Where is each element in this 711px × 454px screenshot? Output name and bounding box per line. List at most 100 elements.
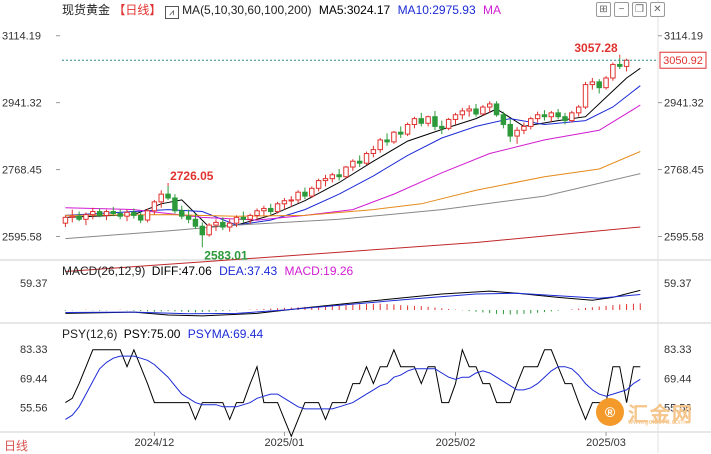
symbol-name: 现货黄金 <box>62 3 111 17</box>
candle-body <box>124 211 130 217</box>
period-tag[interactable]: 【日线】 <box>113 3 162 17</box>
candle-body <box>623 59 630 67</box>
psy-panel <box>65 348 641 438</box>
candle-body <box>370 149 377 154</box>
candle-body <box>562 116 568 122</box>
candle-body <box>404 123 411 135</box>
candle-body <box>254 210 260 216</box>
price-annotation: 2583.01 <box>204 248 248 262</box>
candle-body <box>528 118 534 127</box>
macd-panel <box>64 289 641 317</box>
candle-body <box>302 191 308 197</box>
psy-tick-label-right: 55.56 <box>664 403 692 415</box>
candle-body <box>62 216 69 224</box>
logo-url: www.gold678.com <box>628 419 685 426</box>
main-legend: 现货黄金 【日线】 ⩘ MA(5,10,30,60,100,200) MA5:3… <box>62 3 501 19</box>
ma30-value: MA <box>482 3 501 17</box>
psy-tick-label-left: 55.56 <box>20 403 48 415</box>
candle-body <box>233 216 240 224</box>
candle-body <box>439 125 445 129</box>
psy-tick-label-right: 83.33 <box>664 344 692 356</box>
candle-body <box>274 203 281 213</box>
candle-body <box>432 116 438 127</box>
candle-body <box>165 193 171 199</box>
candle-body <box>96 211 103 216</box>
candle-body <box>103 211 110 216</box>
ma-line-ma60 <box>65 151 641 217</box>
candle-body <box>363 152 370 164</box>
candle-body <box>486 103 493 108</box>
candle-body <box>452 114 459 120</box>
candle-body <box>507 123 513 137</box>
candle-body <box>151 201 158 212</box>
candle-body <box>158 193 164 203</box>
candle-body <box>575 106 582 114</box>
candle-body <box>411 118 418 125</box>
axis-labels: 3114.19 3114.19 2941.32 2941.32 2768.45 2768.… <box>2 31 704 449</box>
candle-body <box>90 211 96 216</box>
logo-name: 汇金网 <box>628 404 694 426</box>
candle-body <box>309 187 315 197</box>
candle-body <box>226 222 233 228</box>
ma5-value: MA5:3024.17 <box>318 3 391 17</box>
macd-dea-line <box>65 292 641 315</box>
ma-line-ma200 <box>65 226 641 272</box>
candle-body <box>473 108 479 115</box>
candle-body <box>117 212 123 217</box>
candle-body <box>315 180 322 189</box>
macd-diff-value: DIFF:47.06 <box>151 264 212 278</box>
price-annotations: 3050.92 3057.28 2726.05 2583.01 <box>62 41 707 262</box>
ma-line-ma10 <box>65 85 641 226</box>
candle-body <box>185 215 192 220</box>
candle-body <box>206 224 212 236</box>
macd-dea-value: DEA:37.43 <box>219 264 278 278</box>
restore-icon[interactable]: ❐ <box>632 2 647 17</box>
psyma-value: PSYMA:69.44 <box>187 327 264 341</box>
candle-body <box>247 214 253 220</box>
candle-body <box>329 174 336 180</box>
y-tick-label-right: 2595.58 <box>664 231 704 243</box>
candle-body <box>534 114 541 120</box>
minus-icon[interactable]: − <box>614 2 629 17</box>
candle-body <box>480 106 486 115</box>
candle-body <box>391 131 397 143</box>
candle-body <box>199 225 206 236</box>
ma-line-ma5 <box>65 67 641 228</box>
candle-body <box>110 211 117 214</box>
period-selector[interactable]: 日线 <box>4 439 29 453</box>
candle-body <box>603 77 609 89</box>
candle-body <box>582 84 589 108</box>
macd-tick-label-right: 59.37 <box>664 278 692 290</box>
candle-body <box>192 218 199 227</box>
candle-body <box>493 103 500 116</box>
candle-body <box>555 112 561 118</box>
candle-body <box>281 200 288 205</box>
x-tick-label: 2024/12 <box>135 437 175 449</box>
psy-title: PSY(12,6) <box>62 327 118 341</box>
candle-body <box>172 197 178 212</box>
price-annotation: 2726.05 <box>170 169 214 183</box>
candle-body <box>322 178 329 182</box>
pin-icon[interactable]: ⊞ <box>596 2 611 17</box>
candle-body <box>610 63 616 79</box>
candle-body <box>377 139 383 151</box>
psy-tick-label-left: 83.33 <box>20 344 48 356</box>
ma-params-icon[interactable]: ⩘ <box>164 6 179 19</box>
candle-body <box>425 116 431 124</box>
x-tick-label: 2025/03 <box>586 437 626 449</box>
psy-psy-line <box>65 348 641 438</box>
candle-body <box>548 112 555 118</box>
y-tick-label-left: 3114.19 <box>2 31 41 43</box>
candle-body <box>617 63 623 67</box>
candle-body <box>459 110 466 116</box>
candle-body <box>589 81 596 86</box>
close-icon[interactable]: ✕ <box>650 2 665 17</box>
candle-body <box>569 112 575 122</box>
ma-line-ma100 <box>65 173 641 240</box>
candle-body <box>350 160 356 168</box>
candle-body <box>83 214 89 220</box>
y-tick-label-right: 3114.19 <box>664 31 703 43</box>
